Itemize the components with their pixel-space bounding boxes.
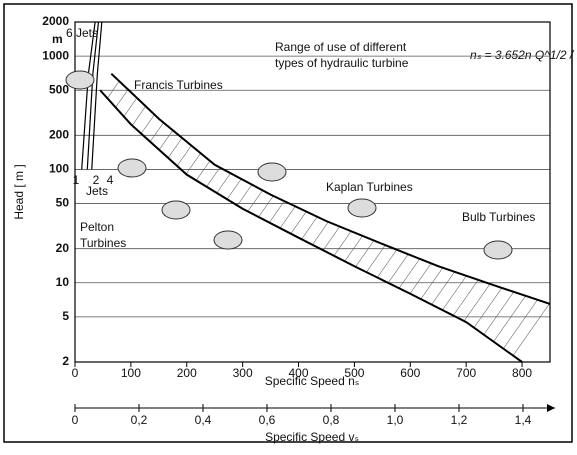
- y-tick-label: 10: [56, 275, 70, 289]
- annotation: Turbines: [80, 236, 126, 250]
- x2-tick-label: 0,2: [131, 413, 148, 427]
- x-tick-label: 300: [233, 366, 253, 380]
- annotation: Bulb Turbines: [462, 210, 535, 224]
- y-axis-label: Head [ m ]: [12, 164, 26, 219]
- annotation: 1: [73, 173, 80, 187]
- annotation: Pelton: [80, 220, 114, 234]
- formula: nₛ = 3.652n Q^1/2 / H^3/4: [470, 48, 577, 62]
- turbine-icon: [66, 71, 94, 89]
- y-tick-label: 5: [62, 309, 69, 323]
- turbine-icon: [348, 199, 376, 217]
- y-tick-label: 200: [49, 128, 69, 142]
- x-tick-label: 700: [456, 366, 476, 380]
- x2-tick-label: 1,2: [451, 413, 468, 427]
- annotation: 4: [107, 173, 114, 187]
- annotation: 6 Jets: [66, 26, 98, 40]
- series-line: [92, 22, 102, 169]
- annotation: Francis Turbines: [134, 78, 223, 92]
- x2-tick-label: 1,4: [515, 413, 532, 427]
- x-tick-label: 200: [177, 366, 197, 380]
- annotation: 2: [93, 173, 100, 187]
- turbine-icon: [258, 163, 286, 181]
- turbine-icon: [162, 201, 190, 219]
- annotation: Kaplan Turbines: [326, 180, 413, 194]
- x2-tick-label: 0: [72, 413, 79, 427]
- x-tick-label: 600: [400, 366, 420, 380]
- turbine-icon: [484, 241, 512, 259]
- title-line: types of hydraulic turbine: [275, 56, 409, 70]
- y-tick-label: 100: [49, 162, 69, 176]
- chart: Range of use of different types of hydra…: [0, 0, 577, 450]
- x2-tick-label: 1,0: [387, 413, 404, 427]
- x2-axis-label: Specific Speed vₛ: [265, 430, 359, 444]
- x-tick-label: 500: [344, 366, 364, 380]
- x2-tick-label: 0,8: [323, 413, 340, 427]
- y-tick-label: 1000: [42, 48, 69, 62]
- turbine-icon: [214, 231, 242, 249]
- x-tick-label: 800: [512, 366, 532, 380]
- y-tick-label: 500: [49, 82, 69, 96]
- x-tick-label: 400: [289, 366, 309, 380]
- y-tick-label: 20: [56, 241, 70, 255]
- x2-arrow: [547, 404, 555, 412]
- x2-tick-label: 0,4: [195, 413, 212, 427]
- turbine-icon: [118, 159, 146, 177]
- x-tick-label: 0: [72, 366, 79, 380]
- x-tick-label: 100: [121, 366, 141, 380]
- y-tick-label: 2: [62, 354, 69, 368]
- title-line: Range of use of different: [275, 40, 407, 54]
- y-unit: m: [52, 32, 63, 46]
- x2-tick-label: 0,6: [259, 413, 276, 427]
- y-tick-label: 50: [56, 196, 70, 210]
